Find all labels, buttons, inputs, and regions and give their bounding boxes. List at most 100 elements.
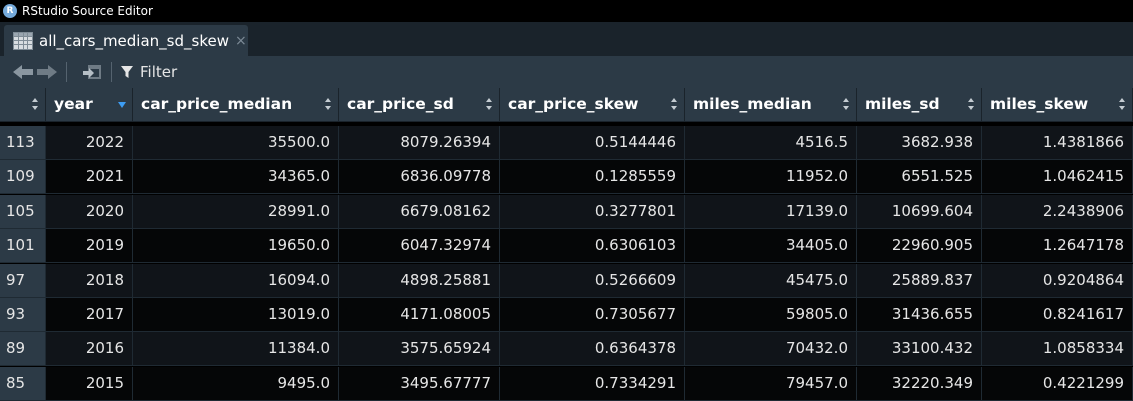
cell-car-price-skew[interactable]: 0.1285559 [500,160,685,195]
cell-miles-sd[interactable]: 31436.655 [857,298,982,332]
cell-miles-sd[interactable]: 6551.525 [857,160,982,195]
cell-miles-median[interactable]: 34405.0 [685,229,857,264]
cell-car-price-sd[interactable]: 6679.08162 [339,194,500,229]
cell-car-price-skew[interactable]: 0.7305677 [500,298,685,332]
sort-icon [325,98,331,110]
table-row: 89 2016 11384.0 3575.65924 0.6364378 70432.0 3… [0,332,1133,367]
cell-car-price-median[interactable]: 11384.0 [133,332,339,367]
cell-miles-sd[interactable]: 25889.837 [857,263,982,298]
cell-miles-skew[interactable]: 1.0462415 [982,160,1133,195]
cell-miles-skew[interactable]: 0.4221299 [982,366,1133,401]
cell-car-price-median[interactable]: 19650.0 [133,229,339,264]
cell-miles-skew[interactable]: 2.2438906 [982,194,1133,229]
cell-car-price-median[interactable]: 35500.0 [133,126,339,160]
close-tab-icon[interactable]: × [234,32,247,49]
cell-car-price-skew[interactable]: 0.5144446 [500,126,685,160]
cell-car-price-skew[interactable]: 0.7334291 [500,366,685,401]
show-in-new-window-icon[interactable] [81,61,103,83]
cell-miles-skew[interactable]: 1.2647178 [982,229,1133,264]
cell-miles-median[interactable]: 70432.0 [685,332,857,367]
sort-icon [671,98,677,110]
cell-year[interactable]: 2015 [46,366,133,401]
toolbar: Filter [0,56,1133,88]
header-rownames[interactable] [0,88,46,122]
cell-car-price-sd[interactable]: 6047.32974 [339,229,500,264]
cell-miles-skew[interactable]: 1.0858334 [982,332,1133,367]
toolbar-separator [111,62,112,82]
cell-miles-skew[interactable]: 0.8241617 [982,298,1133,332]
cell-miles-median[interactable]: 11952.0 [685,160,857,195]
filter-button[interactable]: Filter [120,63,177,81]
header-car-price-skew[interactable]: car_price_skew [500,88,685,122]
sort-descending-icon [118,102,126,108]
cell-car-price-skew[interactable]: 0.5266609 [500,263,685,298]
cell-car-price-sd[interactable]: 8079.26394 [339,126,500,160]
cell-car-price-skew[interactable]: 0.6306103 [500,229,685,264]
header-car-price-sd[interactable]: car_price_sd [339,88,500,122]
table-row: 113 2022 35500.0 8079.26394 0.5144446 4516.5 3… [0,126,1133,160]
cell-year[interactable]: 2017 [46,298,133,332]
cell-row-name[interactable]: 101 [0,229,46,264]
sort-icon [32,98,38,110]
header-car-price-median[interactable]: car_price_median [133,88,339,122]
cell-miles-sd[interactable]: 3682.938 [857,126,982,160]
table-row: 109 2021 34365.0 6836.09778 0.1285559 11952.0… [0,160,1133,195]
cell-row-name[interactable]: 89 [0,332,46,367]
cell-miles-sd[interactable]: 22960.905 [857,229,982,264]
cell-miles-median[interactable]: 17139.0 [685,194,857,229]
header-miles-median[interactable]: miles_median [685,88,857,122]
cell-car-price-skew[interactable]: 0.6364378 [500,332,685,367]
cell-year[interactable]: 2022 [46,126,133,160]
sort-icon [486,98,492,110]
cell-miles-sd[interactable]: 10699.604 [857,194,982,229]
cell-car-price-sd[interactable]: 6836.09778 [339,160,500,195]
header-miles-skew[interactable]: miles_skew [982,88,1133,122]
cell-car-price-skew[interactable]: 0.3277801 [500,194,685,229]
sort-icon [968,98,974,110]
cell-miles-skew[interactable]: 1.4381866 [982,126,1133,160]
cell-row-name[interactable]: 109 [0,160,46,195]
cell-year[interactable]: 2019 [46,229,133,264]
cell-miles-sd[interactable]: 33100.432 [857,332,982,367]
table-row: 85 2015 9495.0 3495.67777 0.7334291 79457.0 32… [0,366,1133,401]
cell-row-name[interactable]: 97 [0,263,46,298]
cell-car-price-sd[interactable]: 4898.25881 [339,263,500,298]
filter-funnel-icon [121,66,133,78]
cell-car-price-median[interactable]: 9495.0 [133,366,339,401]
cell-year[interactable]: 2020 [46,194,133,229]
forward-arrow-icon[interactable] [36,61,58,83]
cell-year[interactable]: 2021 [46,160,133,195]
cell-row-name[interactable]: 93 [0,298,46,332]
cell-car-price-median[interactable]: 16094.0 [133,263,339,298]
cell-miles-median[interactable]: 45475.0 [685,263,857,298]
header-miles-sd[interactable]: miles_sd [857,88,982,122]
cell-car-price-sd[interactable]: 4171.08005 [339,298,500,332]
cell-miles-median[interactable]: 4516.5 [685,126,857,160]
data-grid-icon [13,31,33,50]
sort-icon [1119,98,1125,110]
cell-car-price-median[interactable]: 13019.0 [133,298,339,332]
filter-label: Filter [140,63,178,81]
window-titlebar: R RStudio Source Editor [0,0,1133,22]
cell-car-price-sd[interactable]: 3495.67777 [339,366,500,401]
cell-year[interactable]: 2018 [46,263,133,298]
tab-bar: all_cars_median_sd_skew × [0,22,1133,56]
cell-row-name[interactable]: 113 [0,126,46,160]
cell-car-price-sd[interactable]: 3575.65924 [339,332,500,367]
window-title: RStudio Source Editor [22,4,153,18]
cell-row-name[interactable]: 105 [0,194,46,229]
table-row: 93 2017 13019.0 4171.08005 0.7305677 59805.0 3… [0,298,1133,332]
table-row: 101 2019 19650.0 6047.32974 0.6306103 34405.0… [0,229,1133,264]
tab-all-cars-median-sd-skew[interactable]: all_cars_median_sd_skew × [4,25,248,56]
cell-miles-median[interactable]: 79457.0 [685,366,857,401]
cell-miles-median[interactable]: 59805.0 [685,298,857,332]
cell-car-price-median[interactable]: 34365.0 [133,160,339,195]
cell-row-name[interactable]: 85 [0,366,46,401]
header-year[interactable]: year [46,88,133,122]
back-arrow-icon[interactable] [12,61,34,83]
cell-miles-skew[interactable]: 0.9204864 [982,263,1133,298]
cell-miles-sd[interactable]: 32220.349 [857,366,982,401]
cell-car-price-median[interactable]: 28991.0 [133,194,339,229]
cell-year[interactable]: 2016 [46,332,133,367]
rstudio-logo-icon: R [3,4,17,18]
